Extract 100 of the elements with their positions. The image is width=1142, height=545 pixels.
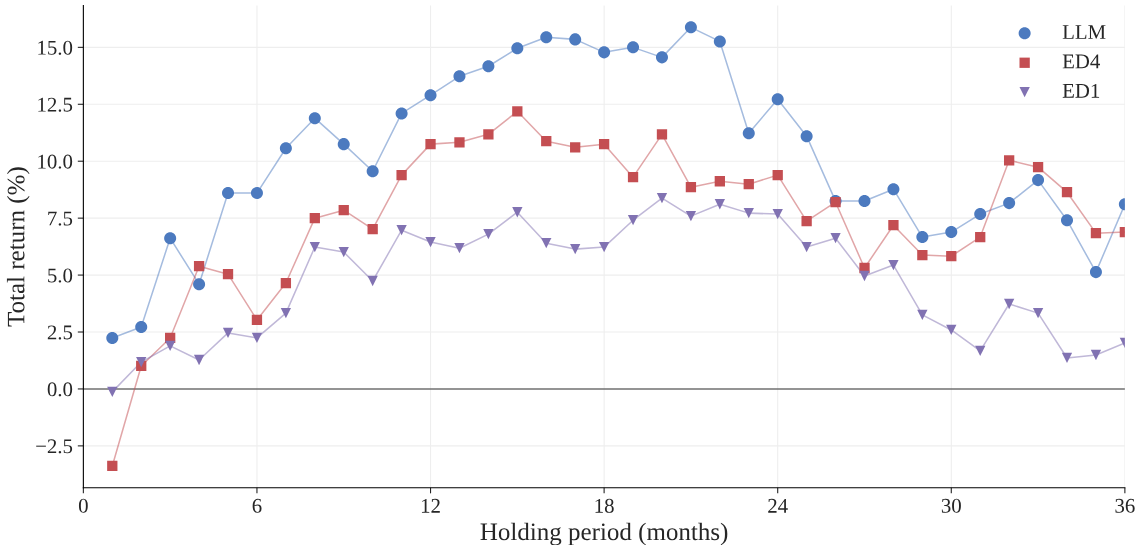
- point: [946, 324, 957, 336]
- point: [598, 46, 611, 59]
- point: [830, 233, 841, 244]
- point: [309, 213, 320, 224]
- point: [801, 241, 812, 253]
- point: [772, 208, 783, 220]
- point: [338, 205, 349, 216]
- y-tick-label: 0.0: [47, 382, 73, 397]
- legend-label: ED1: [1062, 83, 1100, 98]
- point: [743, 207, 754, 219]
- point: [713, 35, 726, 48]
- x-tick-label: 36: [1115, 498, 1135, 513]
- point: [222, 187, 235, 200]
- point: [395, 107, 408, 120]
- point: [136, 356, 147, 368]
- point: [859, 270, 870, 282]
- point: [975, 345, 986, 357]
- point: [541, 238, 552, 249]
- point: [656, 129, 668, 140]
- point: [917, 309, 928, 321]
- point: [280, 277, 292, 289]
- point: [598, 138, 610, 150]
- point: [193, 278, 206, 291]
- y-tick-label: −2.5: [36, 439, 73, 454]
- point: [367, 223, 378, 235]
- point: [772, 169, 783, 181]
- x-tick-label: 0: [78, 498, 88, 513]
- point: [1004, 298, 1015, 310]
- point: [1032, 174, 1045, 187]
- point: [570, 243, 581, 255]
- point: [511, 42, 524, 55]
- point: [1090, 349, 1102, 361]
- y-tick-label: 10.0: [38, 154, 73, 169]
- point: [945, 226, 958, 239]
- point: [483, 129, 494, 140]
- point: [164, 232, 177, 245]
- point: [454, 137, 465, 148]
- point: [627, 41, 640, 54]
- point: [684, 21, 697, 34]
- point: [425, 236, 436, 248]
- point: [337, 138, 350, 151]
- point: [801, 215, 812, 227]
- point: [598, 241, 610, 253]
- point: [685, 210, 697, 222]
- point: [396, 225, 407, 236]
- x-tick-label: 6: [252, 498, 262, 513]
- point: [685, 182, 697, 193]
- point: [742, 127, 755, 140]
- point: [193, 354, 205, 366]
- point: [338, 246, 349, 258]
- point: [193, 261, 205, 272]
- y-tick-label: 15.0: [38, 40, 73, 55]
- point: [367, 275, 378, 287]
- point: [540, 31, 553, 44]
- point: [627, 172, 639, 183]
- point: [424, 89, 437, 102]
- point: [858, 195, 871, 208]
- y-axis-title: Total return (%): [6, 167, 30, 327]
- point: [309, 241, 320, 253]
- point: [165, 340, 176, 352]
- point: [975, 231, 986, 243]
- point: [251, 332, 263, 344]
- point: [280, 307, 292, 319]
- point: [396, 169, 407, 181]
- x-tick-label: 30: [941, 498, 961, 513]
- point: [917, 249, 928, 261]
- point: [916, 231, 929, 244]
- point: [107, 386, 118, 398]
- point: [482, 60, 495, 73]
- point: [512, 106, 523, 117]
- point: [541, 136, 552, 147]
- point: [1061, 187, 1073, 198]
- point: [974, 208, 987, 221]
- point: [1032, 161, 1044, 173]
- point: [1004, 155, 1015, 166]
- y-tick-label: 2.5: [47, 325, 73, 340]
- point: [1089, 266, 1102, 279]
- point: [425, 138, 436, 150]
- point: [1003, 197, 1016, 210]
- point: [1090, 228, 1102, 239]
- point: [106, 331, 119, 344]
- point: [483, 228, 494, 240]
- point: [888, 259, 899, 271]
- x-tick-label: 24: [768, 498, 788, 513]
- point: [308, 112, 321, 125]
- point: [250, 187, 263, 200]
- point: [570, 142, 581, 153]
- point: [453, 70, 466, 83]
- point: [888, 220, 899, 231]
- point: [627, 215, 639, 226]
- y-tick-label: 12.5: [38, 97, 73, 112]
- y-tick-label: 5.0: [48, 268, 73, 283]
- point: [714, 176, 725, 187]
- point: [251, 314, 263, 326]
- point: [946, 251, 957, 262]
- legend-label: ED4: [1062, 54, 1101, 69]
- x-tick-label: 18: [595, 498, 614, 513]
- point: [655, 51, 668, 64]
- x-tick-label: 12: [421, 498, 440, 513]
- point: [656, 192, 668, 204]
